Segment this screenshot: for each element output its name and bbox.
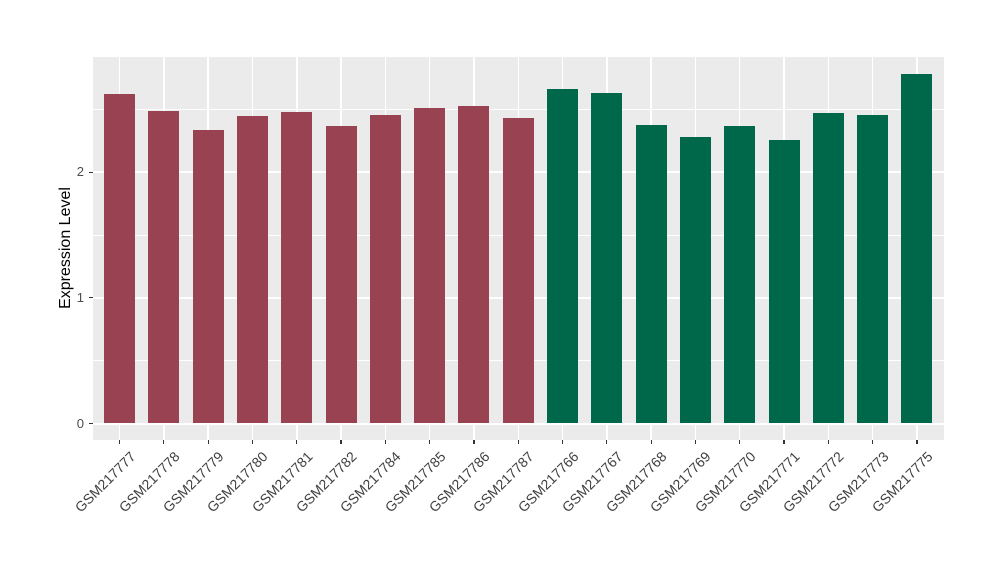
x-tick-mark [384,439,386,444]
bar [369,114,401,424]
y-axis-title: Expression Level [57,187,74,309]
y-tick-label: 2 [76,164,84,180]
x-tick-mark [783,439,785,444]
x-tick-mark [473,439,475,444]
x-tick-mark [340,439,342,444]
bar [679,137,711,424]
x-tick-mark [650,439,652,444]
bar [635,124,667,424]
x-tick-mark [207,439,209,444]
x-tick-mark [606,439,608,444]
x-tick-mark [517,439,519,444]
bar [104,94,136,424]
bar [502,118,534,424]
bar [236,115,268,424]
x-tick-mark [872,439,874,444]
x-tick-mark [429,439,431,444]
x-tick-mark [251,439,254,444]
bar [591,93,623,424]
x-tick-mark [163,439,165,444]
x-tick-mark [916,439,918,444]
x-tick-mark [827,439,829,444]
bar [857,114,889,424]
bar [325,125,357,424]
gridline-y-major [93,422,944,425]
y-tick-mark [88,297,93,299]
bar [547,89,579,424]
bar [148,110,180,424]
y-tick-mark [88,171,93,173]
bar [812,113,844,424]
y-tick-label: 0 [76,415,84,431]
bar [192,129,224,424]
bar [768,139,800,424]
bar [414,108,446,424]
bar [458,105,490,424]
gridline-y-minor [93,109,944,110]
bar [901,74,933,424]
y-tick-mark [88,422,93,425]
x-tick-mark [694,439,697,444]
x-tick-mark [561,439,564,444]
bar [281,112,313,424]
x-tick-mark [296,439,298,444]
bar [724,125,756,424]
y-tick-label: 1 [76,289,84,305]
x-tick-mark [739,439,741,444]
x-tick-mark [118,439,121,444]
